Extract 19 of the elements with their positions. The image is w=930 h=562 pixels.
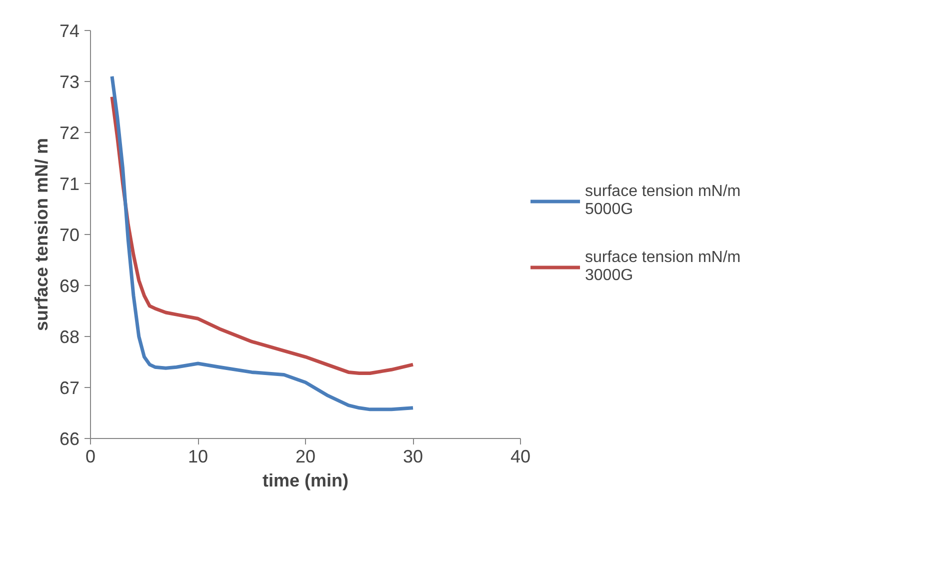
x-tick-label: 0 (85, 446, 96, 466)
x-tick-label: 10 (188, 446, 208, 466)
line-series (110, 74, 415, 412)
y-tick-label: 68 (59, 327, 80, 347)
x-tick-label: 30 (402, 446, 424, 466)
y-tick-label: 72 (59, 123, 80, 143)
y-axis-title: surface tension mN/ m (31, 138, 52, 332)
y-tick-label: 67 (59, 378, 80, 398)
y-tick-label: 69 (59, 276, 80, 296)
legend-label: surface tension mN/m 3000G (585, 249, 741, 285)
y-tick-label: 73 (59, 72, 80, 92)
x-axis-title: time (min) (262, 470, 349, 490)
x-tick-label: 20 (295, 446, 316, 466)
y-tick-label: 70 (59, 225, 80, 245)
y-tick-label: 66 (59, 429, 80, 449)
legend-label: surface tension mN/m 5000G (585, 183, 741, 219)
y-tick-label: 74 (59, 21, 80, 41)
x-tick-label: 40 (510, 446, 531, 466)
y-tick-label: 71 (59, 174, 80, 194)
